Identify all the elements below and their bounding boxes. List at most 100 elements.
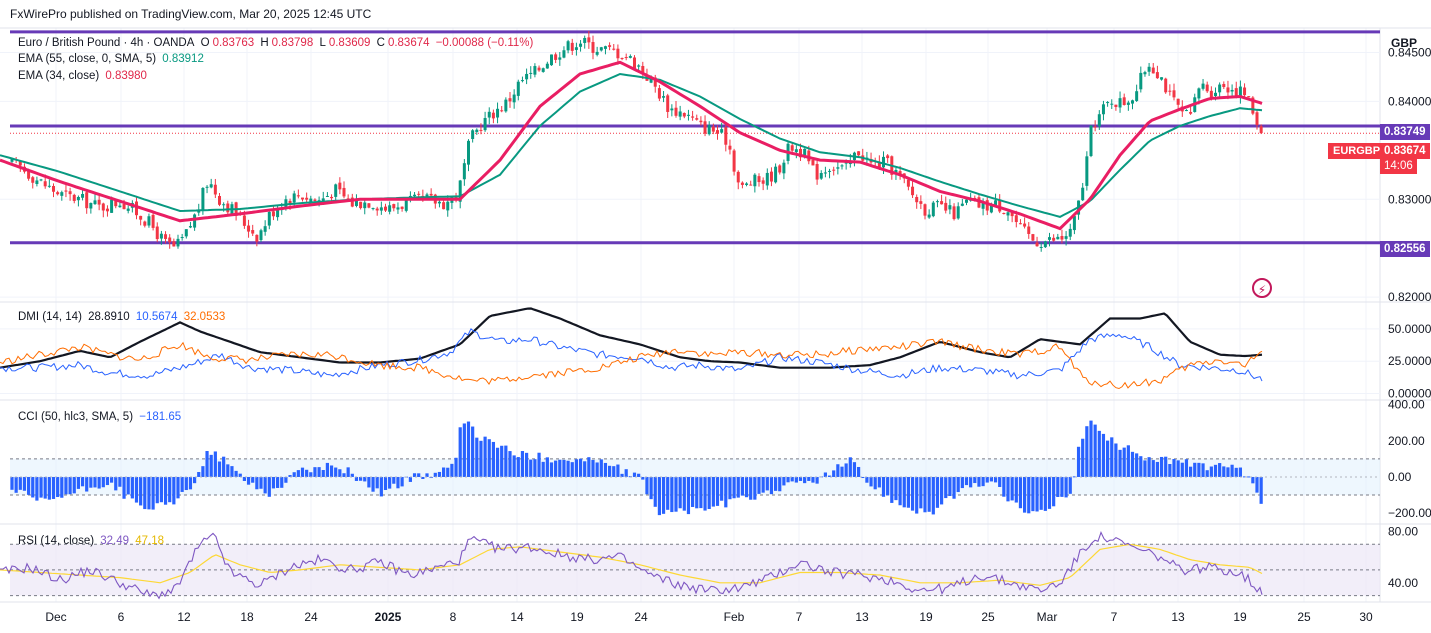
dmi-axis-label: 0.00000 [1388, 387, 1431, 401]
candle-body [1164, 78, 1168, 93]
ema34-legend[interactable]: EMA (34, close) 0.83980 [18, 70, 150, 82]
candle-body [911, 186, 915, 196]
cci-bar [774, 476, 778, 491]
cci-bar [574, 459, 578, 477]
time-axis-label: 13 [1171, 610, 1185, 624]
cci-bar [147, 476, 151, 510]
candle-body [1052, 237, 1056, 241]
cci-bar [454, 457, 458, 477]
time-axis-label: 24 [304, 610, 318, 624]
cci-bar [661, 476, 666, 514]
cci-bar [213, 451, 217, 477]
cci-bar [894, 476, 898, 501]
rsi-line [0, 531, 1263, 600]
rsi-legend[interactable]: RSI (14, close) 32.49 47.18 [18, 535, 167, 547]
candle-body [682, 113, 686, 117]
ohlc-close-label: C [376, 37, 385, 49]
cci-bar [566, 460, 570, 477]
cci-bar [1064, 476, 1068, 498]
cci-bar [728, 476, 732, 500]
candle-body [882, 156, 885, 168]
cci-bar [155, 476, 159, 504]
candle-body [413, 194, 417, 197]
candle-body [554, 54, 558, 60]
candle-body [732, 150, 736, 172]
cci-bar [97, 476, 101, 489]
cci-bar [76, 476, 80, 489]
symbol-label[interactable]: Euro / British Pound · 4h · OANDA [18, 37, 195, 49]
cci-bar [898, 476, 902, 506]
candle-body [1039, 246, 1043, 248]
candle-body [736, 171, 740, 183]
cci-legend[interactable]: CCI (50, hlc3, SMA, 5) −181.65 [18, 411, 184, 423]
cci-bar [873, 476, 877, 490]
cci-bar [682, 476, 686, 511]
rsi-axis-label: 80.00 [1388, 524, 1418, 538]
lightning-icon[interactable]: ⚡ [1252, 278, 1272, 298]
candle-body [566, 41, 570, 51]
candle-body [193, 214, 197, 228]
candle-body [259, 230, 263, 241]
candle-body [898, 171, 902, 176]
cci-bar [807, 476, 811, 481]
cci-bar [886, 476, 890, 496]
price-axis-label: 0.84000 [1388, 94, 1431, 108]
candle-body [753, 174, 757, 187]
candle-body [728, 145, 732, 150]
cci-bar [126, 476, 130, 495]
cci-bar [1114, 443, 1118, 477]
cci-bar [284, 476, 288, 483]
cci-bar [844, 463, 848, 477]
candle-body [437, 201, 441, 204]
time-axis-label: 19 [919, 610, 933, 624]
cci-bar [529, 459, 533, 477]
ema55-line [0, 72, 1263, 218]
candle-body [101, 203, 105, 211]
cci-bar [508, 451, 512, 477]
cci-bar [935, 476, 940, 508]
candle-body [574, 47, 578, 50]
cci-bar [1076, 446, 1081, 477]
ema55-legend[interactable]: EMA (55, close, 0, SMA, 5) 0.83912 [18, 53, 207, 65]
cci-bar [18, 476, 22, 490]
time-axis-label: 25 [981, 610, 995, 624]
cci-bar [549, 462, 554, 477]
cci-bar [1097, 430, 1101, 477]
cci-bar [915, 476, 919, 514]
cci-bar [964, 476, 969, 486]
candle-body [1214, 92, 1217, 97]
candle-body [811, 159, 815, 166]
cci-bar [276, 476, 280, 488]
candle-body [591, 42, 595, 53]
cci-bar [1118, 449, 1122, 477]
cci-bar [578, 458, 583, 477]
cci-bar [919, 476, 923, 509]
cci-bar [134, 476, 139, 503]
candle-body [1135, 91, 1139, 101]
candle-body [47, 185, 51, 187]
candle-body [1060, 236, 1064, 240]
cci-bar [753, 476, 757, 500]
dmi-legend[interactable]: DMI (14, 14) 28.8910 10.5674 32.0533 [18, 311, 228, 323]
candle-body [76, 196, 80, 201]
cci-bar [479, 440, 483, 477]
cci-bar [832, 470, 836, 477]
cci-bar [280, 476, 284, 488]
cci-bar [193, 476, 197, 484]
candle-body [417, 193, 421, 195]
candle-body [657, 88, 661, 99]
cci-axis-label: −200.00 [1388, 506, 1431, 520]
cci-bar [433, 472, 437, 477]
candle-body [168, 237, 172, 243]
cci-bar [1230, 464, 1234, 477]
cci-bar [271, 476, 276, 489]
cci-bar [242, 476, 246, 481]
candle-body [1048, 237, 1051, 240]
cci-bar [309, 472, 313, 477]
candle-body [392, 204, 396, 209]
cci-bar [940, 476, 944, 505]
candle-body [313, 199, 317, 201]
cci-axis-label: 0.00 [1388, 470, 1412, 484]
cci-bar [1143, 460, 1147, 477]
cci-bar [205, 451, 209, 477]
